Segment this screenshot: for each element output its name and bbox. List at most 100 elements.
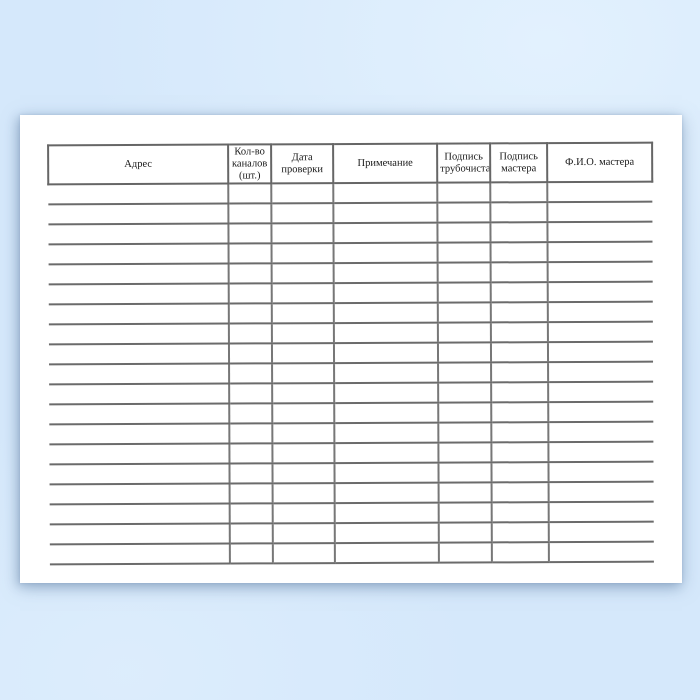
- table-row: [49, 501, 654, 525]
- empty-cell: [334, 422, 439, 444]
- empty-cell: [272, 363, 335, 384]
- empty-cell: [547, 301, 653, 323]
- empty-cell: [271, 343, 335, 364]
- empty-cell: [271, 323, 334, 344]
- empty-cell: [49, 543, 230, 565]
- empty-cell: [438, 482, 492, 503]
- empty-cell: [437, 302, 491, 323]
- empty-cell: [548, 401, 654, 423]
- empty-cell: [271, 243, 334, 264]
- column-header-3: Дата проверки: [271, 144, 334, 184]
- table-row: [48, 321, 653, 345]
- empty-cell: [437, 182, 491, 203]
- empty-cell: [229, 423, 273, 444]
- empty-cell: [490, 342, 549, 363]
- table-row: [48, 301, 653, 325]
- empty-cell: [229, 443, 273, 464]
- empty-cell: [228, 203, 272, 224]
- empty-cell: [438, 542, 492, 563]
- empty-cell: [48, 343, 230, 365]
- header-row: Адрес Кол-во каналов (шт.) Дата проверки Пр…: [48, 142, 653, 185]
- empty-cell: [334, 382, 439, 404]
- empty-cell: [548, 381, 654, 403]
- empty-cell: [547, 321, 653, 343]
- empty-cell: [438, 382, 492, 403]
- chimney-inspection-table: Адрес Кол-во каналов (шт.) Дата проверки Пр…: [47, 142, 655, 566]
- empty-cell: [490, 322, 548, 343]
- empty-cell: [437, 262, 491, 283]
- table-row: [48, 261, 653, 285]
- empty-cell: [228, 183, 272, 204]
- column-header-5: Подпись трубочиста: [437, 143, 491, 183]
- empty-cell: [333, 262, 438, 284]
- empty-cell: [271, 203, 334, 224]
- empty-cell: [228, 303, 272, 324]
- empty-cell: [548, 361, 654, 383]
- empty-cell: [333, 282, 438, 304]
- table-row: [49, 401, 654, 425]
- empty-cell: [333, 342, 439, 364]
- empty-cell: [547, 201, 653, 223]
- empty-cell: [333, 302, 438, 324]
- empty-cell: [272, 403, 335, 424]
- empty-cell: [333, 322, 438, 344]
- table-row: [49, 481, 654, 505]
- empty-cell: [272, 483, 335, 504]
- empty-cell: [491, 462, 549, 483]
- empty-cell: [490, 242, 548, 263]
- empty-cell: [49, 383, 230, 405]
- empty-cell: [437, 242, 491, 263]
- empty-cell: [48, 203, 229, 225]
- table-row: [48, 281, 653, 305]
- empty-cell: [490, 182, 548, 203]
- column-header-2: Кол-во каналов (шт.): [228, 144, 272, 184]
- empty-cell: [334, 482, 439, 504]
- empty-cell: [272, 463, 335, 484]
- empty-cell: [49, 423, 230, 445]
- column-header-4: Примечание: [333, 143, 438, 184]
- empty-cell: [49, 443, 230, 465]
- empty-cell: [548, 541, 654, 563]
- empty-cell: [271, 283, 334, 304]
- empty-cell: [49, 363, 230, 385]
- empty-cell: [547, 281, 653, 303]
- empty-cell: [48, 183, 229, 205]
- empty-cell: [547, 261, 653, 283]
- table-row: [49, 361, 654, 385]
- table-row: [48, 241, 653, 265]
- empty-cell: [49, 483, 230, 505]
- empty-cell: [438, 362, 492, 383]
- empty-cell: [229, 463, 273, 484]
- empty-cell: [49, 503, 230, 525]
- empty-cell: [229, 503, 273, 524]
- empty-cell: [438, 442, 492, 463]
- empty-cell: [49, 403, 230, 425]
- empty-cell: [334, 462, 439, 484]
- empty-cell: [272, 523, 335, 544]
- empty-cell: [438, 462, 492, 483]
- empty-cell: [333, 242, 438, 264]
- empty-cell: [271, 183, 334, 204]
- empty-cell: [229, 383, 273, 404]
- empty-cell: [272, 443, 335, 464]
- empty-cell: [334, 362, 439, 384]
- empty-cell: [48, 283, 229, 305]
- empty-cell: [48, 243, 229, 265]
- empty-cell: [491, 362, 549, 383]
- empty-cell: [228, 323, 272, 344]
- empty-cell: [49, 463, 230, 485]
- empty-cell: [437, 282, 491, 303]
- empty-cell: [548, 441, 654, 463]
- journal-page: Адрес Кол-во каналов (шт.) Дата проверки Пр…: [20, 115, 682, 583]
- empty-cell: [229, 403, 273, 424]
- empty-cell: [437, 322, 491, 343]
- table-row: [49, 381, 654, 405]
- empty-cell: [490, 222, 548, 243]
- empty-cell: [333, 222, 438, 244]
- empty-cell: [490, 282, 548, 303]
- empty-cell: [271, 263, 334, 284]
- empty-cell: [334, 402, 439, 424]
- empty-cell: [437, 202, 491, 223]
- empty-cell: [491, 542, 549, 563]
